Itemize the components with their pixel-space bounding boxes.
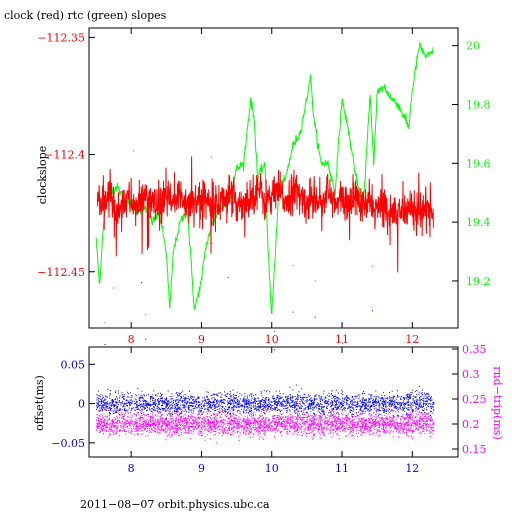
footer-text: 2011−08−07 orbit.physics.ubc.ca — [80, 498, 270, 511]
bottom-xtick-label-3: 11 — [335, 462, 349, 475]
top-xtick-label-0: 8 — [128, 333, 135, 346]
bottom-ytick-left-label-1: 0 — [78, 398, 85, 411]
top-ytick-right-label-1: 19.8 — [466, 98, 491, 111]
top-xtick-label-4: 12 — [405, 333, 419, 346]
chart-title: clock (red) rtc (green) slopes — [4, 9, 167, 22]
top-plot-frame — [88, 27, 459, 329]
top-xtick-label-2: 10 — [265, 333, 279, 346]
top-ytick-right-label-3: 19.4 — [466, 216, 491, 229]
series-offset-points — [96, 242, 435, 422]
top-ytick-right-label-0: 20 — [466, 40, 480, 53]
top-ytick-left-label-0: −112.35 — [37, 31, 85, 44]
bottom-xtick-label-4: 12 — [405, 462, 419, 475]
series-rnd-trip-points — [96, 150, 435, 444]
top-ytick-right-label-2: 19.6 — [466, 157, 491, 170]
top-xtick-label-3: 11 — [335, 333, 349, 346]
bottom-xtick-label-1: 9 — [198, 462, 205, 475]
bottom-xtick-label-2: 10 — [265, 462, 279, 475]
series-clock-line — [96, 156, 434, 273]
bottom-ytick-right-label-3: 0.2 — [462, 418, 480, 431]
top-ytick-left-label-2: −112.45 — [37, 266, 85, 279]
bottom-ylabel-right: rnd−trip(ms) — [491, 366, 504, 440]
bottom-ytick-right-label-0: 0.35 — [462, 343, 487, 356]
bottom-ytick-right-label-4: 0.15 — [462, 443, 487, 456]
bottom-ytick-left-label-0: 0.05 — [61, 358, 86, 371]
bottom-xtick-label-0: 8 — [128, 462, 135, 475]
bottom-plot-frame — [88, 346, 459, 458]
top-ylabel: clockslope — [36, 146, 49, 204]
bottom-ytick-right-label-2: 0.25 — [462, 393, 487, 406]
bottom-ytick-left-label-2: −0.05 — [51, 437, 85, 450]
bottom-plot: offset(ms) rnd−trip(ms) 0.05 0 −0.05 0.35 0… — [33, 150, 504, 475]
top-ytick-right-label-4: 19.2 — [466, 275, 491, 288]
top-xtick-label-1: 9 — [198, 333, 205, 346]
top-plot: clockslope −112.35 −112.4 −112.45 20 19.8 19… — [36, 27, 491, 346]
top-ytick-left-label-1: −112.4 — [44, 149, 85, 162]
bottom-ytick-right-label-1: 0.3 — [462, 368, 480, 381]
series-rtc-line — [95, 41, 434, 315]
bottom-ylabel-left: offset(ms) — [33, 375, 46, 431]
